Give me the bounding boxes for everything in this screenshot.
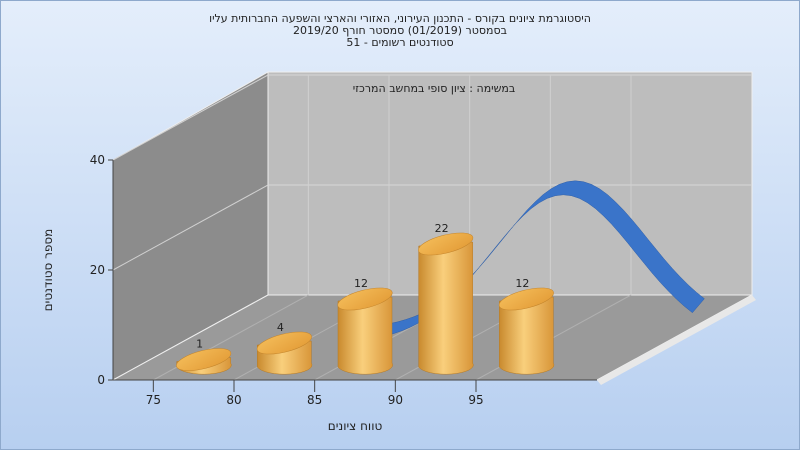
bar-top	[498, 287, 554, 311]
bar-top	[176, 348, 232, 371]
bar-label: 4	[277, 321, 284, 334]
bar-top	[418, 232, 474, 256]
chart-title-line-1: היסטוגרמת ציונים בקורס - התכנון העירוני,…	[209, 12, 591, 25]
floor-edge	[597, 295, 756, 385]
bar	[418, 232, 474, 375]
bar-label: 12	[515, 277, 529, 290]
y-tick-label: 0	[97, 373, 105, 387]
bar-labels-group: 1 4 12 22 12	[196, 222, 529, 351]
bar-body	[337, 296, 393, 375]
x-tick-label: 75	[146, 393, 161, 407]
grid-line-side	[112, 184, 269, 271]
bar	[256, 331, 313, 375]
bar	[337, 287, 393, 375]
bar-label: 12	[354, 277, 368, 290]
bars-group	[176, 232, 555, 375]
grid-line-side	[112, 74, 269, 161]
x-tick-label: 95	[468, 393, 483, 407]
y-tick-labels: 0 20 40	[90, 153, 113, 387]
chart-title-line-2: בסמסטר (01/2019) סמסטר חורף 2019/20	[293, 24, 507, 37]
y-tick-label: 20	[90, 263, 105, 277]
bar-top	[256, 331, 312, 355]
x-tick-label: 90	[388, 393, 403, 407]
bar-label: 1	[196, 338, 203, 351]
x-tick-labels: 75 80 85 90 95	[146, 380, 484, 407]
y-tick-label: 40	[90, 153, 105, 167]
x-tick-label: 80	[226, 393, 241, 407]
bar-body	[418, 241, 474, 375]
chart-subtitle: במשימה : ציון סופי במחשב המרכזי	[353, 82, 516, 95]
bar	[498, 287, 555, 375]
bar-body	[499, 296, 555, 375]
x-tick-label: 85	[307, 393, 322, 407]
bar	[176, 348, 232, 375]
bar-label: 22	[435, 222, 449, 235]
back-wall	[267, 71, 753, 296]
x-axis-label: טווח ציונים	[328, 419, 383, 433]
chart-title-line-3: סטודנטים רשומים - 51	[346, 36, 453, 49]
y-axis-label: מספר סטודנטים	[41, 229, 55, 312]
bar-top	[337, 287, 393, 311]
